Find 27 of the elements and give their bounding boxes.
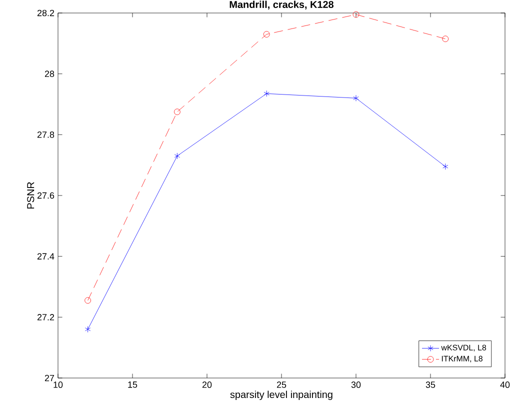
x-tick-label: 25 [276, 382, 286, 388]
x-tick-label: 35 [426, 382, 436, 388]
y-tick-label: 27.6 [37, 192, 54, 199]
point [264, 90, 270, 97]
point [442, 163, 448, 170]
y-tick-label: 28 [44, 70, 54, 78]
point [353, 94, 359, 102]
x-tick-label: 10 [54, 382, 63, 388]
x-tick-label: 30 [351, 382, 361, 388]
point [174, 108, 180, 116]
x-tick-label: 15 [128, 382, 138, 388]
y-tick-label: 27 [44, 374, 54, 382]
y-tick-label: 28.2 [37, 10, 54, 16]
x-axis-title: sparsity level inpainting [230, 390, 332, 400]
y-axis-title: PSNR [27, 182, 34, 209]
point [352, 11, 360, 18]
y-tick-label: 27.8 [37, 131, 54, 138]
x-tick-label: 40 [500, 382, 510, 388]
point [174, 152, 180, 160]
point [85, 326, 91, 333]
x-tick-label: 20 [202, 382, 212, 388]
point [263, 31, 270, 38]
y-tick-label: 27.2 [37, 314, 54, 320]
y-tick-label: 27.4 [37, 253, 54, 260]
chart-title: Mandrill, cracks, K128 [230, 0, 334, 10]
point [84, 297, 91, 304]
point [442, 36, 449, 42]
